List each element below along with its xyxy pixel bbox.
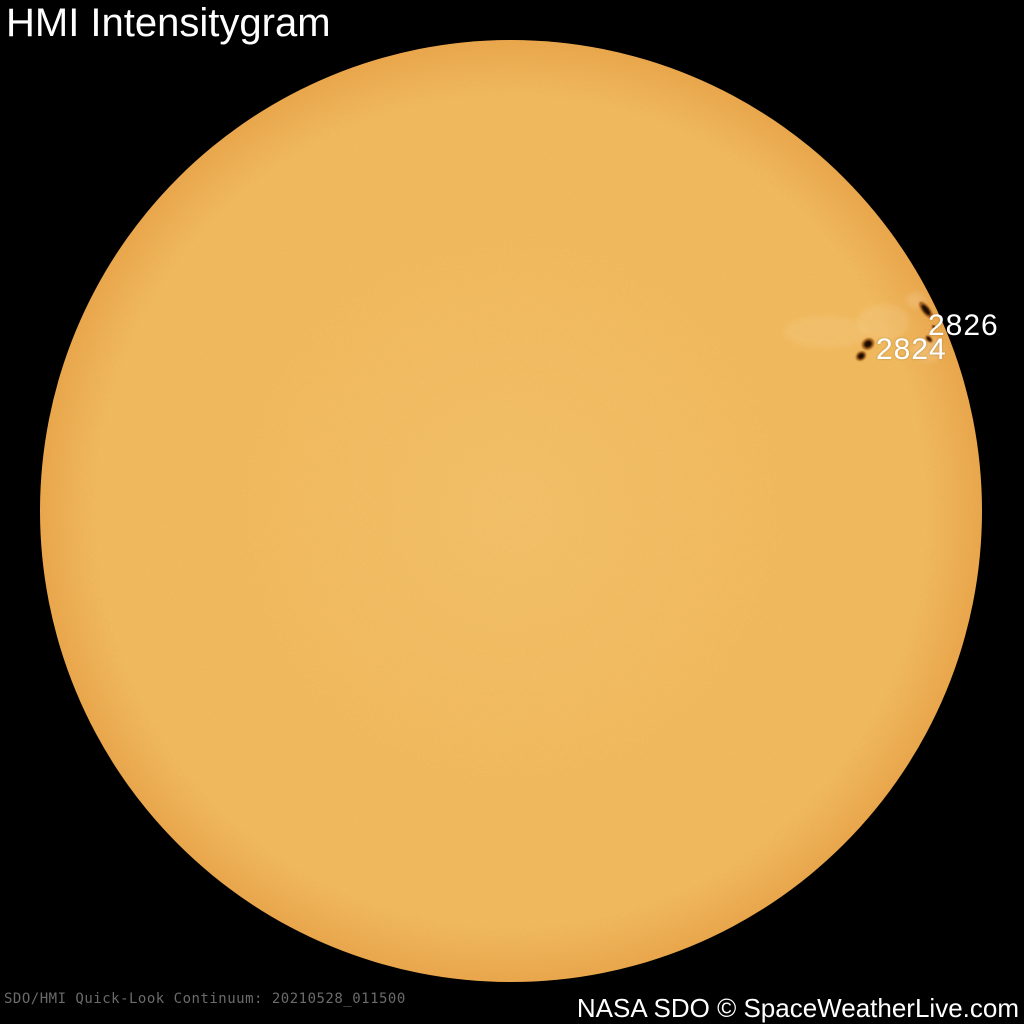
sunspots-layer xyxy=(855,301,937,361)
sunspot-umbra xyxy=(864,340,872,348)
sunspot-umbra xyxy=(926,336,932,342)
sunspot-label-2824: 2824 xyxy=(876,333,947,366)
sunspot-umbra xyxy=(857,352,865,360)
instrument-timestamp-caption: SDO/HMI Quick-Look Continuum: 20210528_0… xyxy=(4,991,406,1007)
credit-watermark: NASA SDO © SpaceWeatherLive.com xyxy=(576,993,1019,1023)
faculae-patch xyxy=(858,304,910,340)
faculae-patch xyxy=(784,316,868,348)
sunspot-umbra xyxy=(921,304,931,316)
sunspot-umbra xyxy=(932,325,936,329)
faculae-patch xyxy=(912,338,944,362)
page-title: HMI Intensitygram xyxy=(6,1,331,45)
sunspot-label-2826: 2826 xyxy=(928,309,999,342)
faculae-layer xyxy=(784,292,944,362)
